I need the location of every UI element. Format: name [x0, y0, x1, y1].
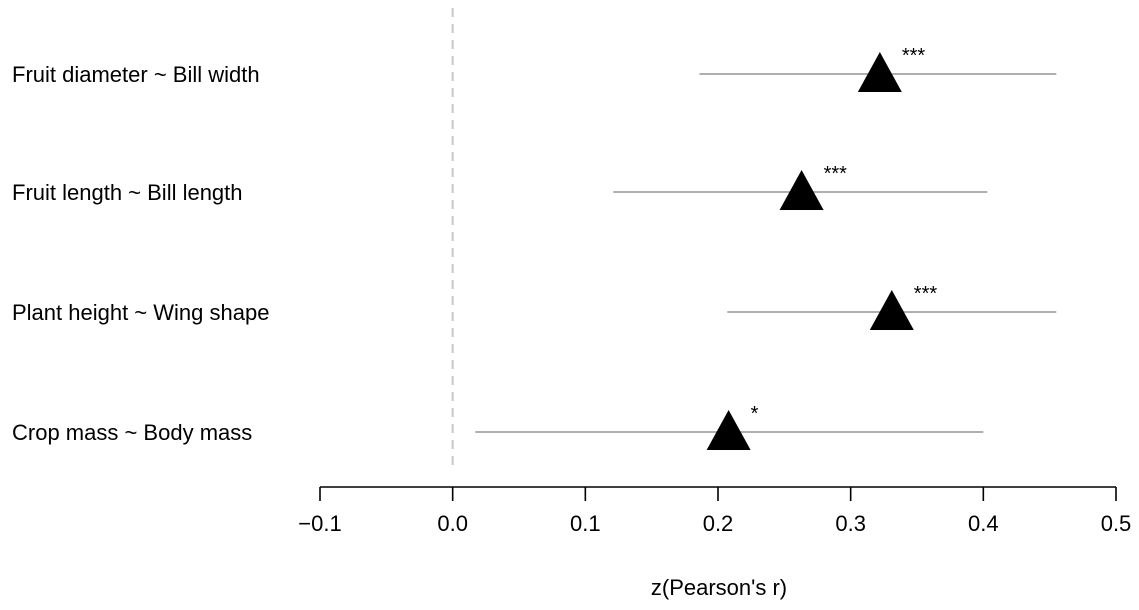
- significance-label: ***: [824, 163, 848, 185]
- x-tick-label: 0.4: [968, 511, 999, 536]
- x-tick-label: −0.1: [298, 511, 341, 536]
- rows-layer: Fruit diameter ~ Bill width***Fruit leng…: [12, 45, 1057, 450]
- row-label: Plant height ~ Wing shape: [12, 300, 269, 325]
- x-tick-label: 0.2: [703, 511, 734, 536]
- significance-label: ***: [902, 45, 926, 67]
- row-label: Fruit diameter ~ Bill width: [12, 62, 260, 87]
- row-label: Crop mass ~ Body mass: [12, 420, 252, 445]
- x-tick-label: 0.1: [570, 511, 601, 536]
- x-tick-label: 0.0: [437, 511, 468, 536]
- row-label: Fruit length ~ Bill length: [12, 180, 243, 205]
- estimate-triangle-marker: [706, 410, 751, 450]
- estimate-triangle-marker: [779, 170, 824, 210]
- forest-row: Fruit diameter ~ Bill width ***: [12, 45, 1057, 92]
- x-axis-title: z(Pearson's r): [651, 575, 787, 600]
- significance-label: *: [751, 403, 759, 425]
- estimate-triangle-marker: [857, 52, 902, 92]
- forest-row: Plant height ~ Wing shape ***: [12, 283, 1057, 330]
- significance-label: ***: [914, 283, 938, 305]
- x-tick-label: 0.5: [1101, 511, 1132, 536]
- forest-row: Fruit length ~ Bill length ***: [12, 163, 988, 210]
- x-axis: −0.1 0.0 0.1 0.2 0.3 0.4 0.5: [298, 486, 1132, 536]
- x-tick-label: 0.3: [835, 511, 866, 536]
- forest-row: Crop mass ~ Body mass *: [12, 403, 984, 450]
- estimate-triangle-marker: [869, 290, 914, 330]
